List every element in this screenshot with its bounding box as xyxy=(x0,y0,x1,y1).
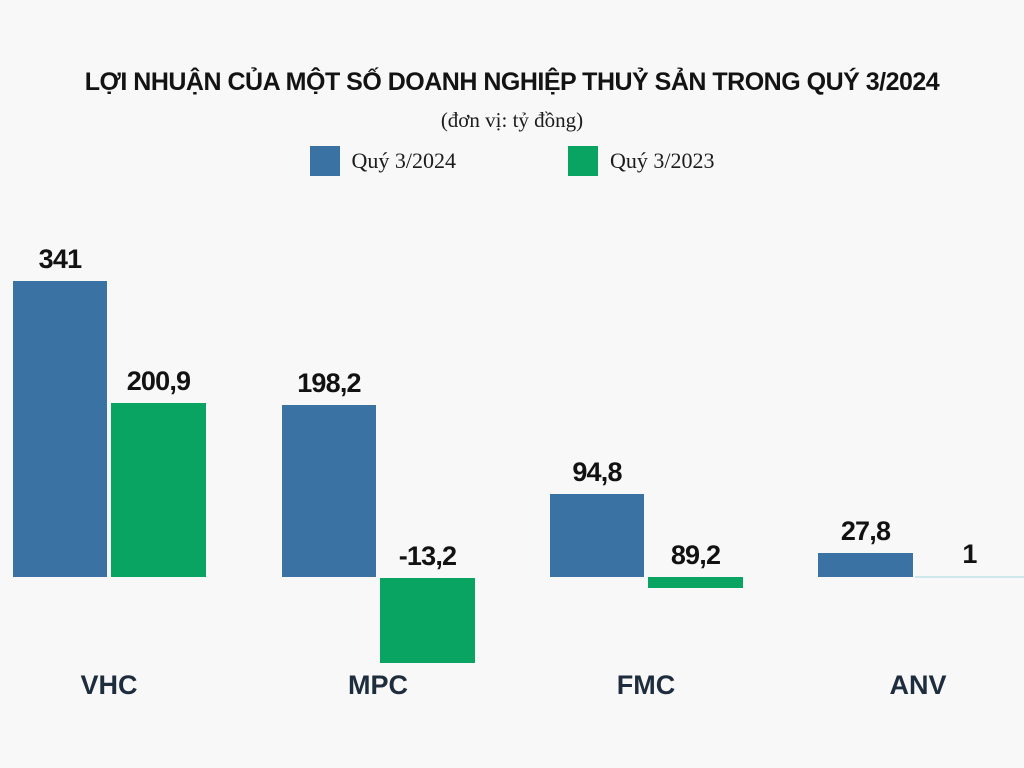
bar-fmc-2024 xyxy=(550,494,644,577)
value-label-mpc-2023: -13,2 xyxy=(398,541,457,571)
bar-mpc-2024 xyxy=(282,405,376,577)
legend: Quý 3/2024 Quý 3/2023 xyxy=(0,146,1024,176)
value-label-vhc-2024: 341 xyxy=(38,244,82,274)
bar-mpc-2023 xyxy=(380,578,475,663)
category-label-fmc: FMC xyxy=(616,670,676,700)
bar-anv-2023 xyxy=(915,576,1024,578)
category-label-anv: ANV xyxy=(889,670,947,700)
legend-label: Quý 3/2023 xyxy=(610,148,715,173)
legend-item-q3-2023: Quý 3/2023 xyxy=(568,146,715,176)
value-label-vhc-2023: 200,9 xyxy=(126,366,191,396)
legend-swatch-icon xyxy=(309,146,340,176)
category-label-mpc: MPC xyxy=(348,670,408,700)
value-label-anv-2024: 27,8 xyxy=(840,516,891,546)
value-label-mpc-2024: 198,2 xyxy=(297,368,361,398)
value-label-fmc-2024: 94,8 xyxy=(572,457,622,487)
chart-title: LỢI NHUẬN CỦA MỘT SỐ DOANH NGHIỆP THUỶ S… xyxy=(84,68,940,96)
legend-item-q3-2024: Quý 3/2024 xyxy=(309,146,457,176)
category-label-vhc: VHC xyxy=(80,670,138,700)
bar-anv-2024 xyxy=(818,553,913,577)
value-label-fmc-2023: 89,2 xyxy=(670,540,721,570)
legend-label: Quý 3/2024 xyxy=(351,148,457,173)
bar-vhc-2023 xyxy=(111,403,206,577)
chart-subtitle: (đơn vị: tỷ đồng) xyxy=(440,108,584,132)
legend-swatch-icon xyxy=(568,146,598,176)
bar-fmc-2023 xyxy=(648,577,743,588)
value-label-anv-2023: 1 xyxy=(962,539,977,569)
bar-vhc-2024 xyxy=(13,281,107,577)
